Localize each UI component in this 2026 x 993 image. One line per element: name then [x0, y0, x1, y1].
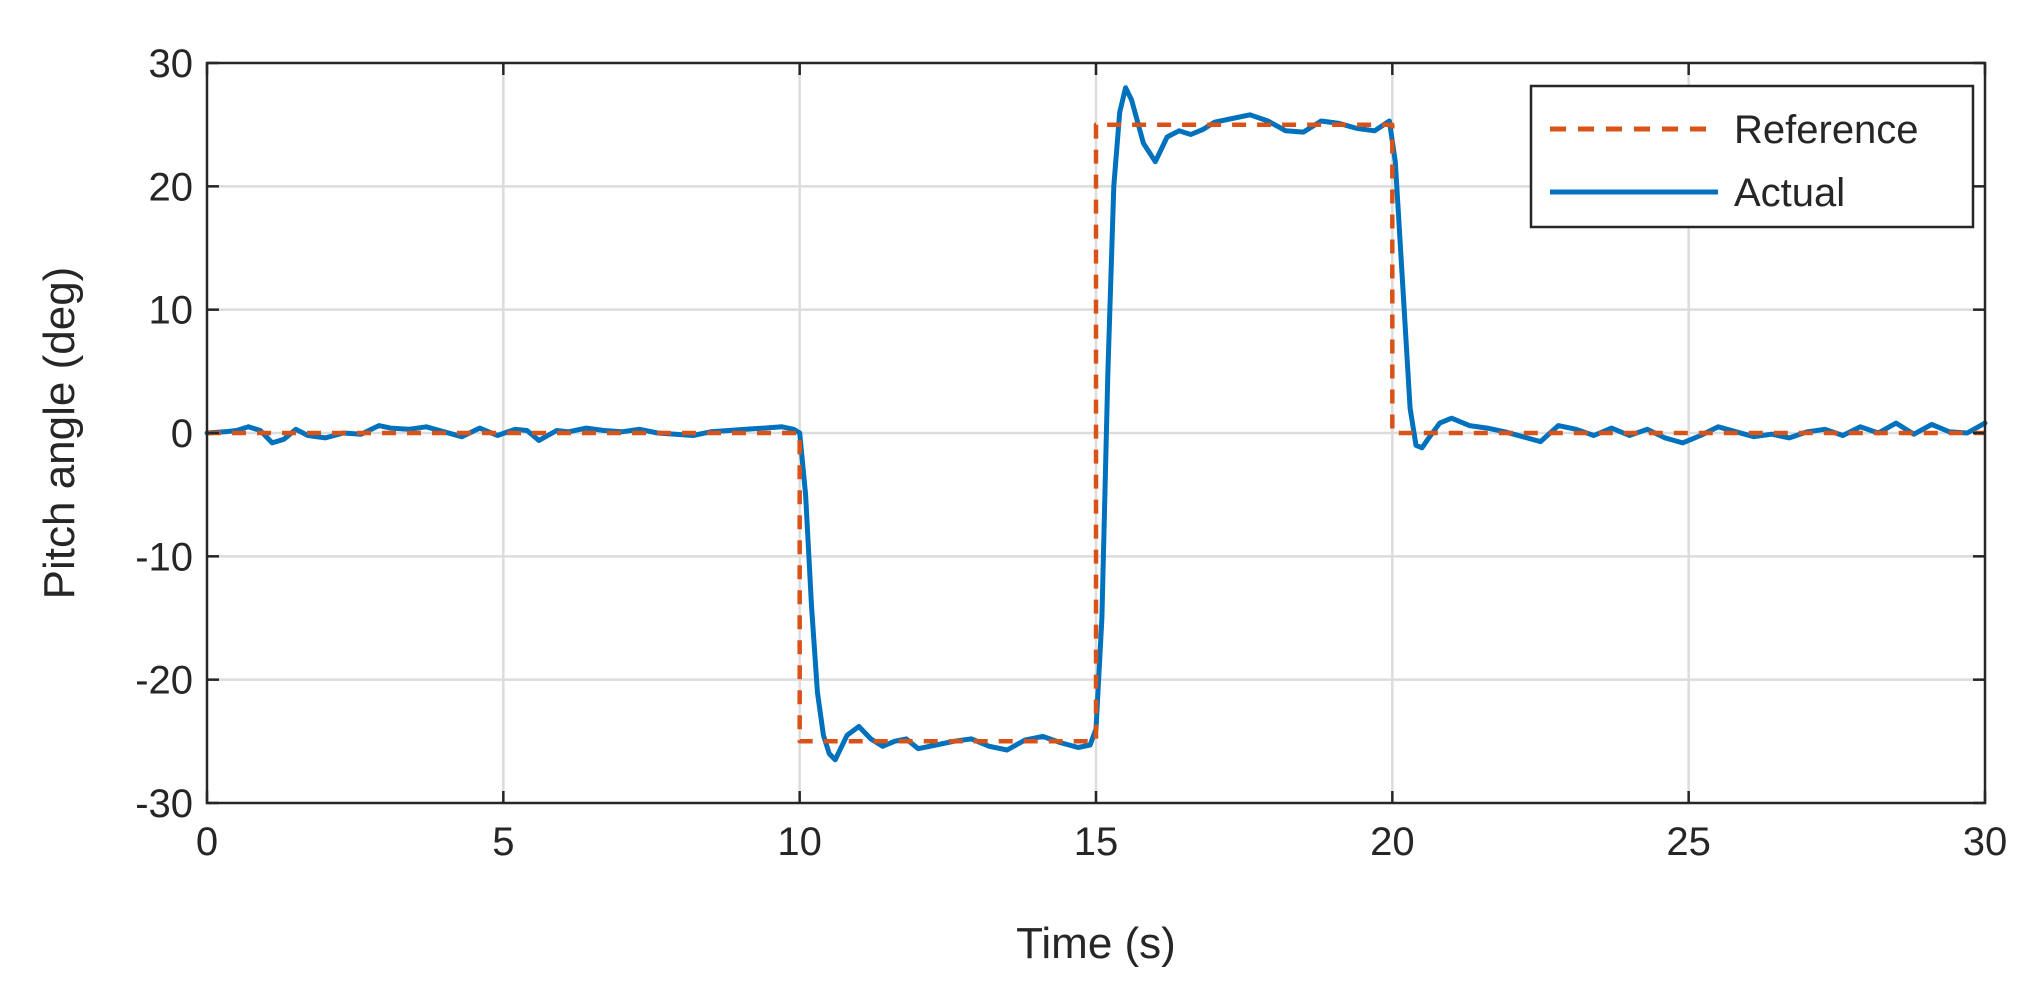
tick-labels: 0 5 10 15 20 25 30 -30 -20 -10 0 10 20 30 — [135, 42, 2007, 864]
legend-label-actual: Actual — [1734, 171, 1845, 215]
x-tick-label: 25 — [1666, 820, 1711, 864]
x-tick-label: 0 — [196, 820, 218, 864]
x-axis-label: Time (s) — [1016, 919, 1176, 968]
x-tick-label: 20 — [1370, 820, 1415, 864]
y-tick-label: -20 — [135, 659, 193, 703]
x-tick-label: 30 — [1963, 820, 2008, 864]
legend-label-reference: Reference — [1734, 108, 1919, 152]
y-tick-label: 10 — [149, 289, 194, 333]
legend: Reference Actual — [1529, 84, 1975, 229]
plot-area — [204, 85, 1988, 763]
ticks — [205, 61, 1987, 805]
legend-box — [1529, 84, 1975, 229]
y-tick-label: 30 — [149, 42, 194, 86]
x-tick-label: 5 — [492, 820, 514, 864]
y-tick-label: 0 — [171, 412, 193, 456]
y-tick-label: 20 — [149, 165, 194, 209]
series-line-actual — [204, 85, 1988, 763]
x-tick-label: 15 — [1074, 820, 1119, 864]
y-tick-label: -30 — [135, 782, 193, 826]
series-line-reference — [207, 122, 1985, 744]
x-tick-label: 10 — [777, 820, 822, 864]
y-axis-label: Pitch angle (deg) — [35, 267, 84, 600]
y-tick-label: -10 — [135, 535, 193, 579]
